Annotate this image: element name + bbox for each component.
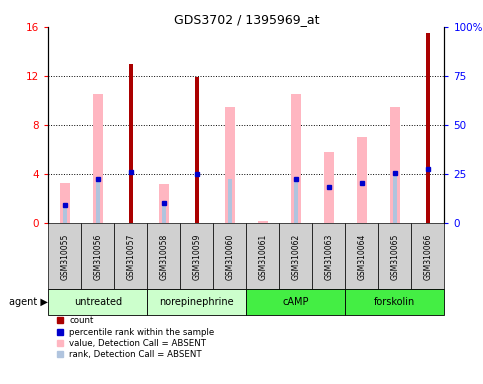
Text: cAMP: cAMP [283, 297, 309, 307]
Bar [147, 289, 246, 315]
Bar [294, 179, 298, 223]
Text: agent ▶: agent ▶ [9, 297, 48, 307]
Bar [345, 289, 444, 315]
Bar [228, 179, 232, 223]
Bar [93, 94, 103, 223]
Bar [390, 107, 400, 223]
Bar [412, 223, 444, 289]
Text: GSM310057: GSM310057 [127, 233, 135, 280]
Text: GSM310062: GSM310062 [291, 233, 300, 280]
Bar [378, 223, 412, 289]
Bar [345, 223, 378, 289]
Legend: count, percentile rank within the sample, value, Detection Call = ABSENT, rank, : count, percentile rank within the sample… [57, 316, 215, 359]
Bar [213, 223, 246, 289]
Bar [180, 223, 213, 289]
Text: GSM310063: GSM310063 [325, 233, 333, 280]
Bar [162, 202, 166, 223]
Text: GSM310066: GSM310066 [424, 233, 432, 280]
Text: GSM310055: GSM310055 [60, 233, 69, 280]
Bar [393, 173, 397, 223]
Bar [159, 184, 169, 223]
Bar [129, 64, 133, 223]
Bar [357, 137, 367, 223]
Bar [114, 223, 147, 289]
Bar [48, 223, 81, 289]
Text: GSM310065: GSM310065 [390, 233, 399, 280]
Text: GSM310056: GSM310056 [93, 233, 102, 280]
Bar [96, 179, 100, 223]
Text: forskolin: forskolin [374, 297, 415, 307]
Text: untreated: untreated [74, 297, 122, 307]
Bar [63, 205, 67, 223]
Bar [60, 183, 70, 223]
Bar [48, 289, 147, 315]
Text: GSM310060: GSM310060 [226, 233, 234, 280]
Bar [195, 77, 199, 223]
Bar [313, 223, 345, 289]
Bar [258, 221, 268, 223]
Title: GDS3702 / 1395969_at: GDS3702 / 1395969_at [173, 13, 319, 26]
Bar [225, 107, 235, 223]
Text: GSM310064: GSM310064 [357, 233, 366, 280]
Text: GSM310061: GSM310061 [258, 233, 267, 280]
Bar [246, 223, 279, 289]
Text: GSM310059: GSM310059 [192, 233, 201, 280]
Bar [147, 223, 180, 289]
Text: GSM310058: GSM310058 [159, 233, 168, 280]
Bar [279, 223, 313, 289]
Bar [246, 289, 345, 315]
Bar [291, 94, 301, 223]
Bar [81, 223, 114, 289]
Text: norepinephrine: norepinephrine [159, 297, 234, 307]
Bar [324, 152, 334, 223]
Bar [426, 33, 430, 223]
